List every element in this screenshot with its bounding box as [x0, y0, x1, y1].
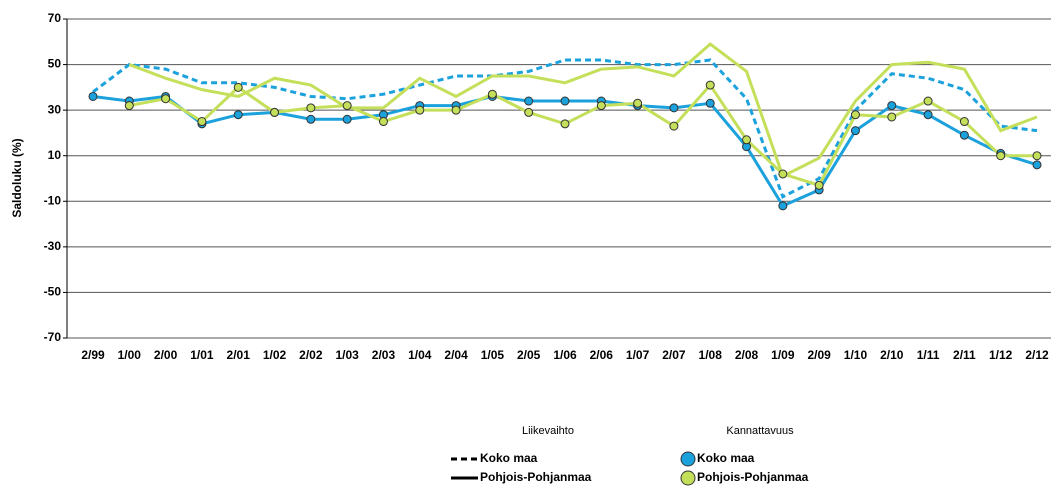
legend-label: Pohjois-Pohjanmaa — [697, 470, 809, 484]
data-point — [1032, 160, 1042, 170]
data-point — [451, 105, 461, 115]
y-tick-label: 30 — [48, 102, 62, 116]
data-point — [560, 96, 570, 106]
x-tick-label: 1/02 — [263, 348, 287, 362]
data-point — [959, 117, 969, 127]
x-tick-label: 1/10 — [844, 348, 868, 362]
x-tick-label: 2/99 — [81, 348, 105, 362]
data-point — [306, 103, 316, 113]
x-tick-label: 2/06 — [590, 348, 614, 362]
data-point — [415, 105, 425, 115]
data-point — [887, 101, 897, 111]
legend-swatch — [680, 470, 696, 486]
data-point — [669, 121, 679, 131]
x-tick-label: 2/05 — [517, 348, 541, 362]
x-tick-label: 1/05 — [481, 348, 505, 362]
legend-group-title: Kannattavuus — [726, 425, 794, 437]
data-point — [778, 169, 788, 179]
x-tick-label: 1/06 — [553, 348, 577, 362]
data-point — [923, 110, 933, 120]
legend-label: Koko maa — [697, 451, 755, 465]
x-tick-label: 1/01 — [190, 348, 214, 362]
x-tick-label: 2/12 — [1025, 348, 1049, 362]
x-tick-label: 2/04 — [444, 348, 468, 362]
data-point — [887, 112, 897, 122]
series-line — [129, 82, 1037, 188]
legend-swatch — [680, 451, 696, 467]
x-tick-label: 2/07 — [662, 348, 686, 362]
data-point — [996, 151, 1006, 161]
x-tick-label: 1/07 — [626, 348, 650, 362]
data-point — [378, 117, 388, 127]
data-point — [850, 110, 860, 120]
data-point — [270, 107, 280, 117]
series-line — [92, 58, 1038, 199]
data-point — [342, 101, 352, 111]
data-point — [633, 98, 643, 108]
data-point — [342, 114, 352, 124]
x-tick-label: 1/00 — [118, 348, 142, 362]
x-tick-label: 2/08 — [735, 348, 759, 362]
y-tick-label: 70 — [48, 11, 62, 25]
y-tick-label: 10 — [48, 148, 62, 162]
x-tick-label: 1/04 — [408, 348, 432, 362]
legend-label: Koko maa — [480, 451, 538, 465]
data-point — [233, 82, 243, 92]
x-tick-label: 2/02 — [299, 348, 323, 362]
x-tick-label: 1/03 — [335, 348, 359, 362]
data-point — [560, 119, 570, 129]
data-point — [197, 117, 207, 127]
x-tick-label: 2/00 — [154, 348, 178, 362]
data-point — [233, 110, 243, 120]
y-tick-label: -50 — [44, 285, 62, 299]
x-tick-label: 2/09 — [807, 348, 831, 362]
x-tick-label: 1/08 — [699, 348, 723, 362]
data-point — [596, 101, 606, 111]
x-tick-label: 1/09 — [771, 348, 795, 362]
data-point — [88, 91, 98, 101]
data-point — [705, 98, 715, 108]
data-point — [1032, 151, 1042, 161]
data-point — [742, 135, 752, 145]
data-point — [161, 94, 171, 104]
data-point — [124, 101, 134, 111]
data-point — [814, 180, 824, 190]
series-line — [128, 42, 1038, 179]
x-tick-label: 2/03 — [372, 348, 396, 362]
y-axis-label: Saldoluku (%) — [10, 138, 24, 217]
data-point — [669, 103, 679, 113]
data-point — [850, 126, 860, 136]
data-point — [524, 107, 534, 117]
data-point — [524, 96, 534, 106]
data-point — [705, 80, 715, 90]
data-point — [923, 96, 933, 106]
x-tick-label: 2/01 — [227, 348, 251, 362]
data-point — [778, 201, 788, 211]
legend-group-title: Liikevaihto — [522, 425, 574, 437]
x-tick-label: 2/10 — [880, 348, 904, 362]
x-tick-label: 2/11 — [953, 348, 976, 362]
y-tick-label: -10 — [44, 193, 62, 207]
data-point — [306, 114, 316, 124]
y-tick-label: -70 — [44, 330, 62, 344]
y-tick-label: -30 — [44, 239, 62, 253]
data-point — [487, 89, 497, 99]
y-tick-label: 50 — [48, 57, 62, 71]
data-point — [959, 130, 969, 140]
x-tick-label: 1/12 — [989, 348, 1013, 362]
legend-label: Pohjois-Pohjanmaa — [480, 470, 592, 484]
x-tick-label: 1/11 — [917, 348, 940, 362]
